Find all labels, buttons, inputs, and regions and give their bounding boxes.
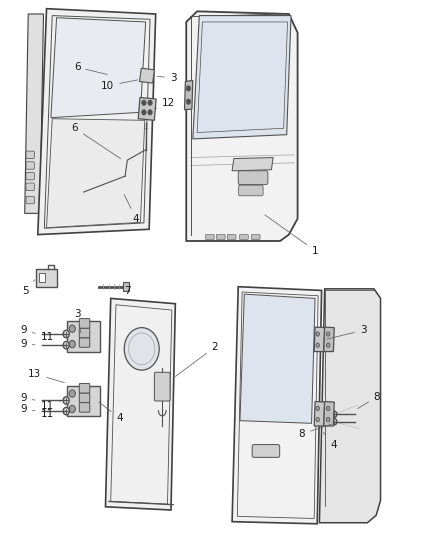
FancyBboxPatch shape [205,235,214,239]
FancyBboxPatch shape [26,162,34,169]
Circle shape [332,411,337,417]
Circle shape [69,325,75,333]
Polygon shape [46,119,145,228]
FancyBboxPatch shape [216,235,225,239]
FancyBboxPatch shape [240,235,248,239]
Circle shape [63,407,69,415]
Text: 11: 11 [41,409,60,419]
Circle shape [186,99,191,104]
Circle shape [148,110,152,115]
FancyBboxPatch shape [79,319,90,328]
Polygon shape [25,14,43,213]
FancyBboxPatch shape [252,445,280,457]
Circle shape [326,417,330,422]
FancyBboxPatch shape [79,393,90,402]
Polygon shape [184,80,193,110]
Circle shape [316,343,319,348]
Circle shape [326,332,330,336]
Polygon shape [314,327,325,352]
FancyBboxPatch shape [238,171,268,184]
Polygon shape [138,98,156,120]
Polygon shape [123,282,129,291]
Text: 5: 5 [22,280,35,296]
Text: 9: 9 [20,404,35,414]
Text: 6: 6 [71,123,120,159]
Text: 8: 8 [299,424,332,439]
Text: 9: 9 [20,393,35,403]
Text: 4: 4 [323,432,337,450]
Polygon shape [232,287,321,524]
Polygon shape [39,273,45,282]
FancyBboxPatch shape [251,235,260,239]
Polygon shape [314,401,325,426]
FancyBboxPatch shape [239,185,263,196]
Polygon shape [319,289,381,523]
Text: 13: 13 [28,369,64,383]
Text: 1: 1 [265,215,318,255]
Text: 11: 11 [41,401,60,411]
Circle shape [186,86,191,91]
FancyBboxPatch shape [26,172,34,180]
Circle shape [316,406,319,410]
FancyBboxPatch shape [26,183,34,190]
Text: 3: 3 [157,73,177,83]
Text: 9: 9 [20,338,35,349]
Circle shape [69,341,75,348]
FancyBboxPatch shape [154,372,170,401]
Circle shape [63,342,69,349]
Circle shape [148,100,152,106]
Polygon shape [232,158,273,171]
Polygon shape [36,269,57,287]
Text: 3: 3 [74,309,81,333]
Text: 7: 7 [115,286,131,296]
Circle shape [332,418,337,425]
Circle shape [142,110,146,115]
Text: 9: 9 [20,325,35,335]
Polygon shape [67,321,100,352]
Polygon shape [140,68,154,83]
Circle shape [326,343,330,348]
FancyBboxPatch shape [79,383,90,393]
Text: 2: 2 [175,342,218,376]
Text: 6: 6 [74,62,107,75]
Polygon shape [193,15,291,139]
Polygon shape [38,9,155,235]
Circle shape [142,100,146,106]
Text: 10: 10 [101,80,138,91]
Circle shape [69,390,75,397]
Circle shape [63,330,69,338]
FancyBboxPatch shape [227,235,236,239]
Text: 8: 8 [357,392,380,409]
Polygon shape [324,327,334,352]
Circle shape [124,328,159,370]
FancyBboxPatch shape [79,402,90,412]
Polygon shape [324,401,334,426]
Circle shape [69,405,75,413]
FancyBboxPatch shape [26,151,34,159]
Polygon shape [51,18,146,118]
Text: 3: 3 [326,325,367,339]
Circle shape [63,397,69,404]
Text: 4: 4 [124,195,139,224]
Polygon shape [106,298,175,510]
Circle shape [316,332,319,336]
Polygon shape [67,385,100,416]
Text: 12: 12 [156,98,175,109]
Polygon shape [240,294,315,423]
FancyBboxPatch shape [79,328,90,338]
Circle shape [326,406,330,410]
Polygon shape [186,11,297,241]
Text: 4: 4 [99,402,123,423]
Circle shape [316,417,319,422]
FancyBboxPatch shape [26,196,34,204]
Text: 11: 11 [41,332,60,342]
FancyBboxPatch shape [79,338,90,348]
